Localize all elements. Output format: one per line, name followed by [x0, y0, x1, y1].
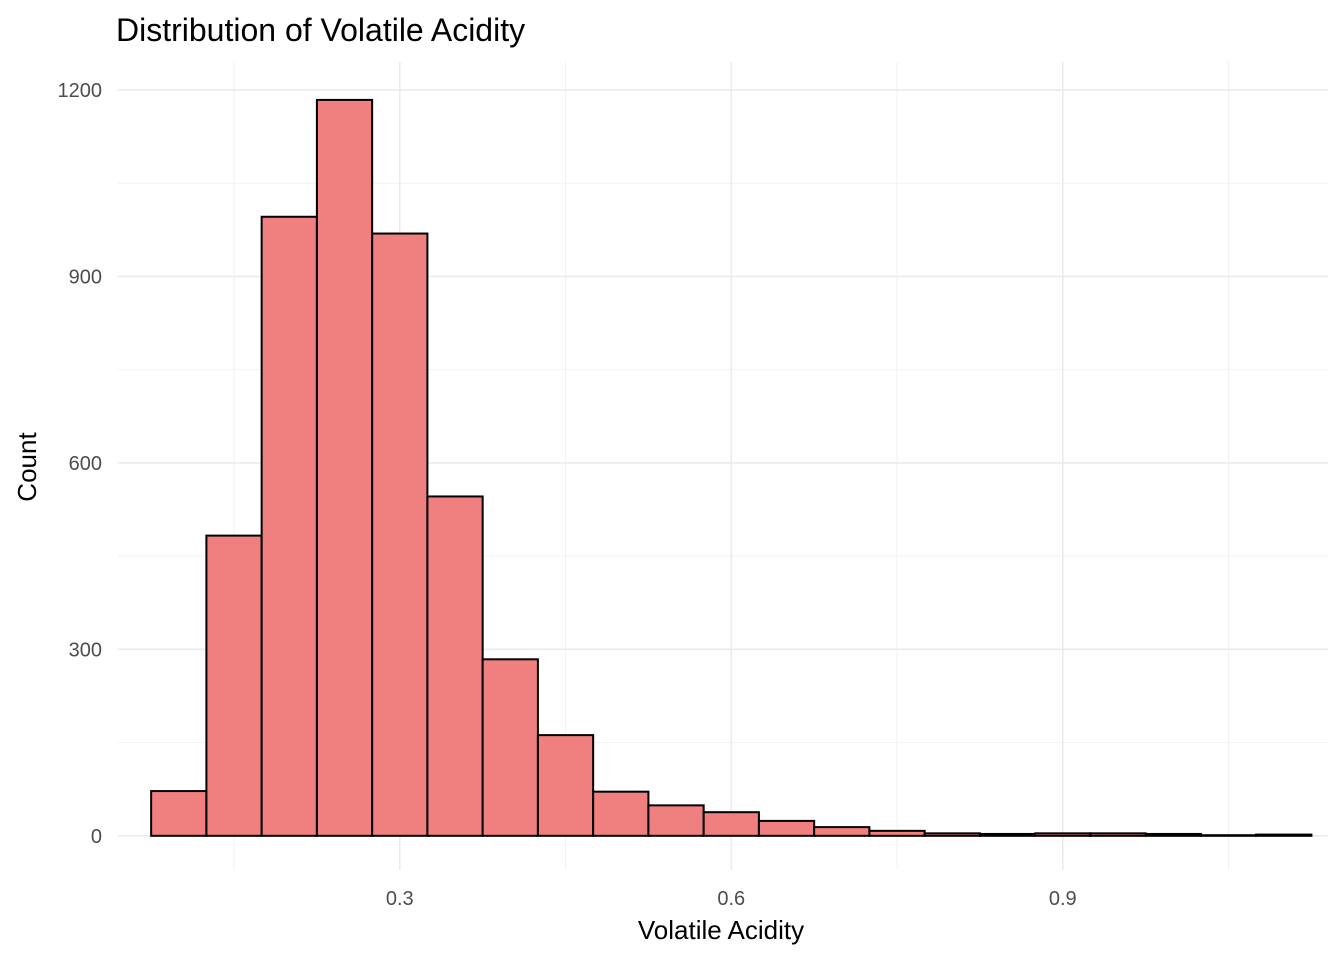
x-axis-title: Volatile Acidity: [638, 915, 804, 945]
histogram-bar: [813, 826, 871, 837]
histogram-bar: [371, 232, 429, 837]
y-tick-label: 600: [69, 453, 102, 475]
histogram-bar: [1144, 832, 1202, 837]
histogram-bar: [426, 495, 484, 837]
histogram-bar: [923, 832, 981, 837]
histogram-bar: [1034, 832, 1092, 837]
y-axis-ticks: 0 300 600 900 1200: [58, 80, 103, 848]
histogram-bar: [150, 790, 208, 837]
y-tick-label: 900: [69, 266, 102, 288]
x-tick-label: 0.9: [1049, 888, 1077, 910]
histogram-bar: [481, 658, 539, 837]
y-tick-label: 300: [69, 639, 102, 661]
histogram-bar: [647, 804, 705, 837]
y-tick-label: 0: [91, 826, 102, 848]
histogram-bar: [868, 829, 926, 837]
x-tick-label: 0.3: [386, 888, 414, 910]
y-axis-title: Count: [12, 432, 42, 502]
x-axis-ticks: 0.3 0.6 0.9: [386, 888, 1077, 910]
histogram-bar: [260, 215, 318, 837]
histogram-bar: [757, 819, 816, 837]
histogram-bar: [1199, 834, 1258, 837]
histogram-bar: [592, 790, 650, 837]
histogram-bar: [536, 734, 595, 837]
histogram-bar: [1255, 833, 1313, 837]
histogram-bar: [1089, 832, 1147, 837]
histogram-bar: [205, 534, 263, 837]
histogram-bar: [702, 811, 760, 837]
histogram-bar: [978, 832, 1037, 837]
histogram-bar: [315, 98, 374, 837]
chart-title: Distribution of Volatile Acidity: [116, 12, 525, 48]
x-tick-label: 0.6: [717, 888, 745, 910]
y-tick-label: 1200: [58, 80, 103, 102]
histogram-bars: [150, 98, 1313, 837]
